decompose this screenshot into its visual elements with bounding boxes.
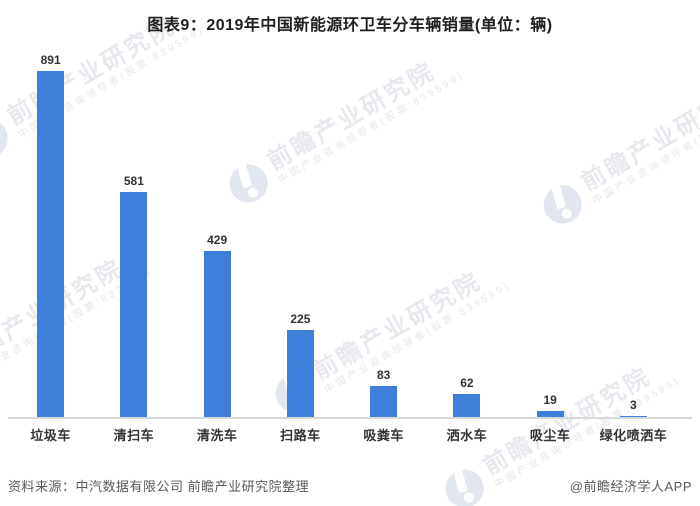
bar-column: 891: [9, 50, 92, 418]
category-label: 吸尘车: [529, 428, 571, 443]
bar-value-label: 581: [123, 174, 144, 188]
credit-note: @前瞻经济学人APP: [569, 479, 692, 494]
bar-column: 83: [342, 50, 425, 418]
bar: [203, 251, 231, 418]
bar: [453, 394, 481, 418]
bar: [120, 192, 148, 418]
bar: [37, 71, 65, 418]
bar-value-label: 62: [460, 376, 474, 390]
category-label: 洒水车: [446, 428, 488, 443]
category-label: 清洗车: [196, 428, 238, 443]
category-label: 吸粪车: [363, 428, 404, 443]
bar-column: 62: [425, 50, 508, 418]
bar: [536, 411, 564, 418]
bar: [286, 330, 314, 418]
category-label: 扫路车: [280, 428, 321, 443]
bar-column: 225: [259, 50, 342, 418]
bar-value-label: 19: [543, 393, 557, 407]
category-axis-labels: 垃圾车 清扫车 清洗车 扫路车 吸粪车 洒水车 吸尘车 绿化喷洒车: [9, 425, 675, 444]
bar: [370, 386, 398, 418]
bar-value-label: 225: [290, 312, 311, 326]
chart-title: 图表9：2019年中国新能源环卫车分车辆销量(单位：辆): [147, 17, 553, 34]
bar-column: 581: [92, 50, 175, 418]
category-label: 绿化喷洒车: [599, 428, 668, 443]
x-axis-line: [8, 417, 692, 419]
category-label: 垃圾车: [30, 428, 71, 443]
source-note: 资料来源：中汽数据有限公司 前瞻产业研究院整理: [8, 479, 310, 494]
bar-column: 19: [509, 50, 592, 418]
bar-column: 429: [176, 50, 259, 418]
bar-value-label: 83: [376, 368, 391, 382]
bar-plot-area: 891 581 429 225 83 62 19 3: [9, 50, 675, 418]
bar-value-label: 429: [207, 233, 228, 247]
bar-column: 3: [592, 50, 675, 418]
bar-value-label: 3: [630, 398, 637, 412]
category-label: 清扫车: [113, 428, 155, 443]
bar-value-label: 891: [40, 53, 61, 67]
footer: 资料来源：中汽数据有限公司 前瞻产业研究院整理 @前瞻经济学人APP: [8, 476, 692, 495]
